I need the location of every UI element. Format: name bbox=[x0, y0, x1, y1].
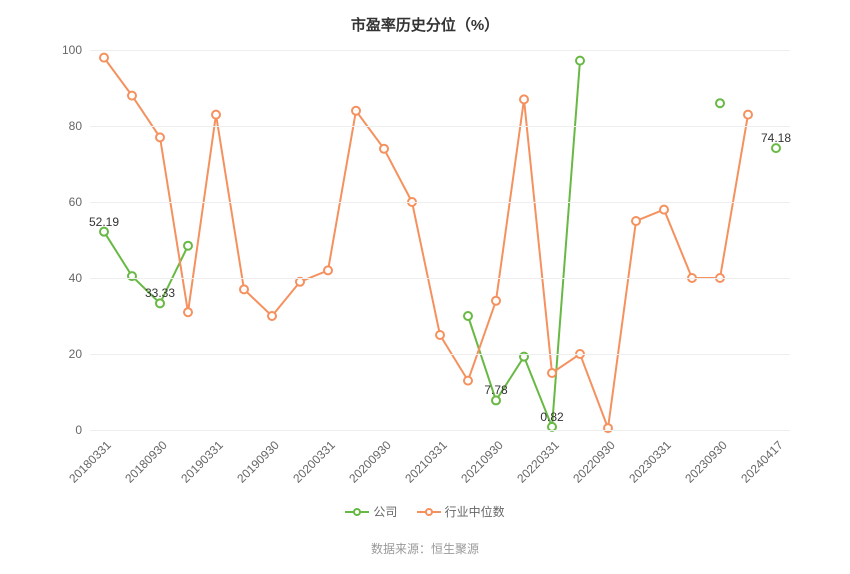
x-tick-label: 20220331 bbox=[514, 438, 562, 486]
legend-label-company: 公司 bbox=[373, 503, 397, 520]
legend-dot-icon bbox=[353, 508, 361, 516]
x-tick-label: 20220930 bbox=[570, 438, 618, 486]
series-marker bbox=[352, 107, 360, 115]
pe-percentile-chart: 市盈率历史分位（%） 0 20 40 60 80 100 52.19 33.33 7.78 0.8… bbox=[0, 0, 850, 574]
series-marker bbox=[716, 99, 724, 107]
grid-line bbox=[90, 202, 790, 203]
series-marker bbox=[492, 297, 500, 305]
data-label: 33.33 bbox=[145, 287, 175, 301]
series-marker bbox=[100, 228, 108, 236]
series-marker bbox=[548, 369, 556, 377]
series-marker bbox=[100, 54, 108, 62]
grid-line bbox=[90, 354, 790, 355]
series-marker bbox=[464, 312, 472, 320]
series-marker bbox=[464, 377, 472, 385]
grid-line bbox=[90, 126, 790, 127]
series-marker bbox=[520, 95, 528, 103]
series-line bbox=[468, 61, 580, 427]
series-marker bbox=[436, 331, 444, 339]
series-marker bbox=[660, 206, 668, 214]
data-label: 74.18 bbox=[761, 131, 791, 145]
series-marker bbox=[380, 145, 388, 153]
x-tick-label: 20190331 bbox=[178, 438, 226, 486]
series-marker bbox=[212, 111, 220, 119]
grid-line bbox=[90, 278, 790, 279]
series-marker bbox=[576, 57, 584, 65]
series-marker bbox=[128, 92, 136, 100]
y-tick-label: 0 bbox=[75, 423, 90, 437]
series-marker bbox=[772, 144, 780, 152]
series-marker bbox=[184, 242, 192, 250]
x-tick-label: 20200930 bbox=[346, 438, 394, 486]
legend-item-industry: 行业中位数 bbox=[417, 503, 505, 520]
x-tick-label: 20190930 bbox=[234, 438, 282, 486]
chart-title: 市盈率历史分位（%） bbox=[0, 0, 850, 35]
y-tick-label: 60 bbox=[69, 195, 90, 209]
x-tick-label: 20200331 bbox=[290, 438, 338, 486]
series-line bbox=[104, 58, 748, 429]
x-tick-label: 20240417 bbox=[738, 438, 786, 486]
plot-area: 02040608010052.1933.337.780.8274.18 bbox=[90, 50, 790, 430]
series-marker bbox=[324, 266, 332, 274]
series-marker bbox=[268, 312, 276, 320]
x-tick-label: 20180331 bbox=[66, 438, 114, 486]
data-label: 52.19 bbox=[89, 215, 119, 229]
series-marker bbox=[744, 111, 752, 119]
series-marker bbox=[492, 396, 500, 404]
data-label: 0.82 bbox=[540, 410, 563, 424]
chart-svg bbox=[90, 50, 790, 430]
y-tick-label: 80 bbox=[69, 119, 90, 133]
legend-swatch-company bbox=[345, 506, 369, 518]
y-tick-label: 100 bbox=[62, 43, 90, 57]
x-tick-label: 20180930 bbox=[122, 438, 170, 486]
legend-swatch-industry bbox=[417, 506, 441, 518]
x-tick-label: 20230930 bbox=[682, 438, 730, 486]
legend-item-company: 公司 bbox=[345, 503, 397, 520]
series-marker bbox=[240, 285, 248, 293]
series-marker bbox=[156, 133, 164, 141]
x-tick-label: 20210930 bbox=[458, 438, 506, 486]
grid-line bbox=[90, 50, 790, 51]
legend-label-industry: 行业中位数 bbox=[445, 503, 505, 520]
legend-dot-icon bbox=[425, 508, 433, 516]
y-tick-label: 40 bbox=[69, 271, 90, 285]
series-marker bbox=[296, 278, 304, 286]
chart-legend: 公司 行业中位数 bbox=[0, 503, 850, 521]
series-marker bbox=[184, 308, 192, 316]
series-marker bbox=[632, 217, 640, 225]
y-tick-label: 20 bbox=[69, 347, 90, 361]
data-label: 7.78 bbox=[484, 384, 507, 398]
data-source: 数据来源：恒生聚源 bbox=[0, 540, 850, 557]
x-tick-label: 20230331 bbox=[626, 438, 674, 486]
source-prefix: 数据来源： bbox=[371, 542, 431, 556]
source-value: 恒生聚源 bbox=[431, 542, 479, 556]
x-axis-ticks: 2018033120180930201903312019093020200331… bbox=[90, 430, 790, 490]
x-tick-label: 20210331 bbox=[402, 438, 450, 486]
